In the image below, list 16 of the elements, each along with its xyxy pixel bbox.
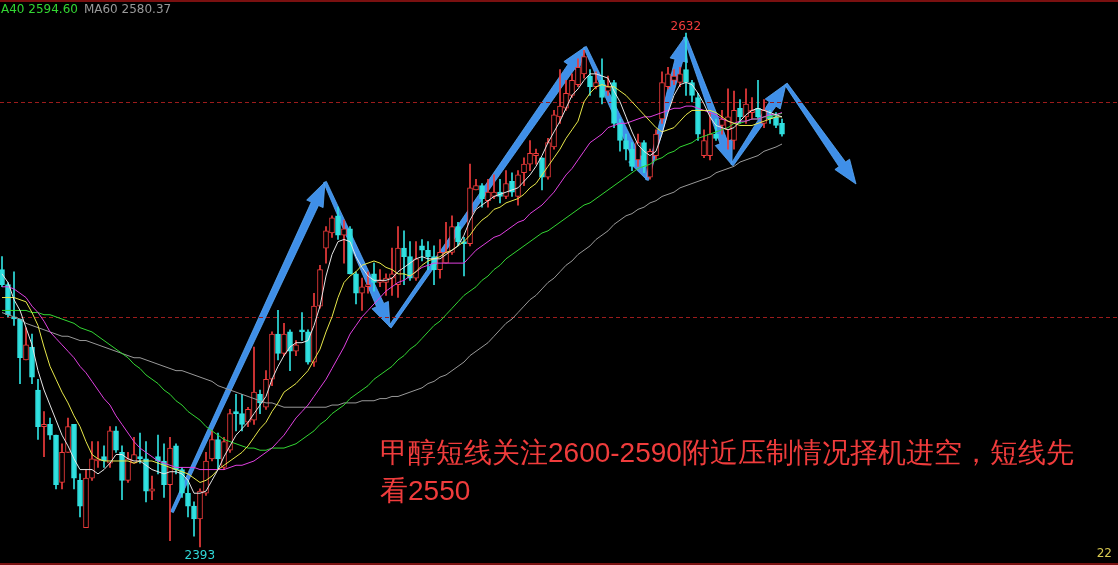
text: A40 2594.60 [1,2,78,16]
candlestick [359,277,365,311]
candlestick [41,411,47,457]
candlestick [558,69,562,124]
candlestick [299,312,305,341]
text: MA60 2580.37 [83,2,172,16]
annotation: 22 [1096,546,1112,560]
annotation: 2393 [184,548,216,562]
annotation: 甲醇短线关注2600-2590附近压制情况择机进空，短线先看2550 [380,436,1075,508]
candlestick [533,148,539,165]
candlestick [137,432,143,464]
candlestick [683,32,689,96]
candlestick [233,393,239,432]
annotation: 2632 [670,19,702,33]
candlestick [365,271,371,294]
candlestick [341,219,347,264]
